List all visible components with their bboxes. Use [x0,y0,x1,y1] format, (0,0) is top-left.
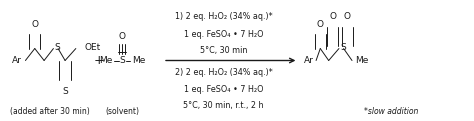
Text: +: + [94,54,104,67]
Text: Me: Me [355,56,368,65]
Text: S: S [119,56,125,65]
Text: S: S [340,43,346,52]
Text: Ar: Ar [12,56,22,65]
Text: (solvent): (solvent) [105,107,139,116]
Text: *slow addition: *slow addition [365,107,419,116]
Text: 5°C, 30 min, r.t., 2 h: 5°C, 30 min, r.t., 2 h [183,101,264,110]
Text: 1 eq. FeSO₄ • 7 H₂O: 1 eq. FeSO₄ • 7 H₂O [184,85,264,94]
Text: O: O [344,12,351,21]
Text: O: O [31,20,38,29]
Text: 2) 2 eq. H₂O₂ (34% aq.)*: 2) 2 eq. H₂O₂ (34% aq.)* [175,68,273,77]
Text: (added after 30 min): (added after 30 min) [10,107,90,116]
Text: O: O [317,20,324,29]
Text: Me: Me [99,56,112,65]
Text: Ar: Ar [304,56,314,65]
Text: S: S [62,87,68,96]
Text: 1 eq. FeSO₄ • 7 H₂O: 1 eq. FeSO₄ • 7 H₂O [184,30,264,39]
Text: OEt: OEt [84,43,100,52]
Text: 5°C, 30 min: 5°C, 30 min [200,46,247,55]
Text: O: O [118,32,126,41]
Text: O: O [329,12,337,21]
Text: S: S [55,43,61,52]
Text: Me: Me [133,56,146,65]
Text: 1) 2 eq. H₂O₂ (34% aq.)*: 1) 2 eq. H₂O₂ (34% aq.)* [175,12,273,21]
